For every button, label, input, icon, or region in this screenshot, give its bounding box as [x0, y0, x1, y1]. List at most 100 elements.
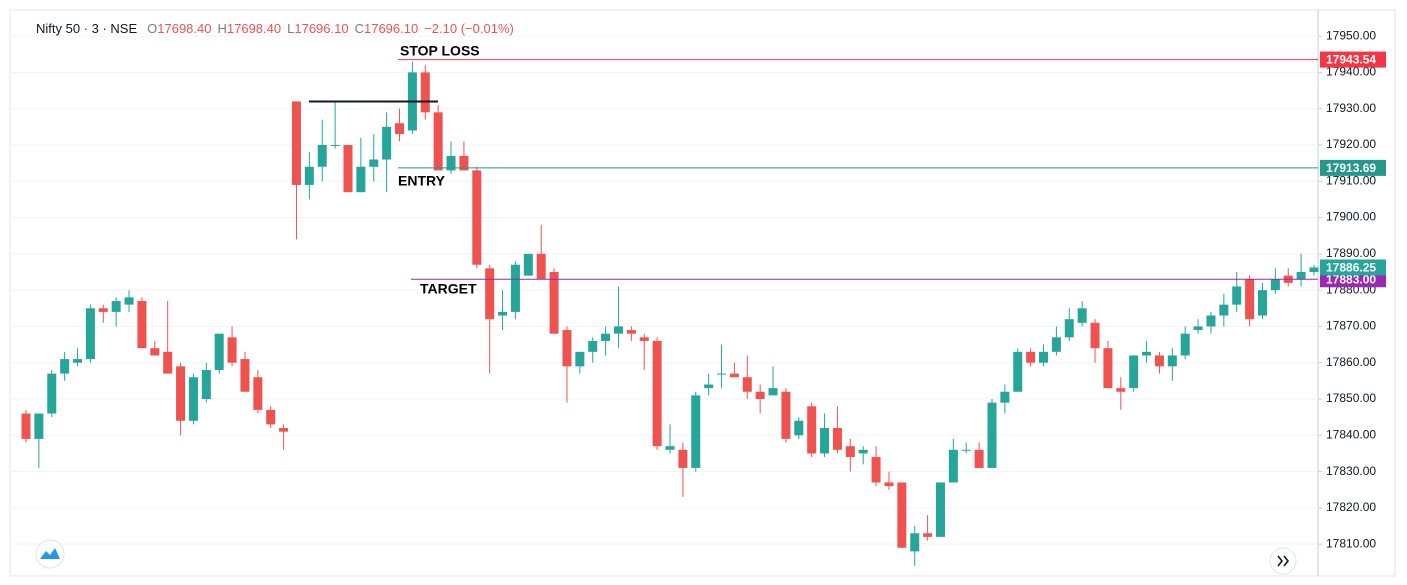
candle-body [897, 482, 907, 548]
candle-body [163, 351, 173, 374]
symbol: Nifty 50 · 3 · NSE [36, 21, 137, 36]
candle-body [1180, 333, 1190, 356]
candle-body [961, 449, 971, 451]
overlay: STOP LOSS 17943.54 ENTRY 17913.69 TARGET 1788… [309, 43, 1386, 297]
scroll-button[interactable] [1269, 547, 1297, 575]
candle-body [549, 271, 559, 334]
candle-body [639, 337, 649, 341]
candle-body [498, 311, 508, 316]
ohlc-key: H [218, 21, 227, 36]
candle-body [845, 446, 855, 458]
candle-body [1142, 351, 1152, 356]
candle-body [1116, 388, 1126, 392]
header: Nifty 50 · 3 · NSE O17698.40 H17698.40 L176… [36, 21, 514, 36]
candle-body [60, 359, 70, 374]
price-label-box [1320, 51, 1386, 68]
candle-body [291, 101, 301, 185]
level-name: ENTRY [398, 173, 446, 189]
y-tick-label: 17810.00 [1326, 536, 1376, 550]
candle-body [1193, 326, 1203, 331]
candle-body [279, 428, 289, 432]
y-tick-label: 17870.00 [1326, 319, 1376, 333]
candle-body [240, 359, 250, 392]
candle-body [446, 155, 456, 171]
candle-body [1013, 351, 1023, 392]
candle-body [910, 533, 920, 552]
candle-body [678, 449, 688, 468]
ohlc-key: C [355, 21, 364, 36]
candle-body [21, 413, 31, 439]
candle-body [1296, 271, 1306, 280]
candle-body [704, 384, 714, 389]
y-tick-label: 17920.00 [1326, 137, 1376, 151]
candle-body [1309, 267, 1319, 272]
ohlc-key: O [147, 21, 157, 36]
candle-body [1090, 322, 1100, 349]
candle-body [781, 391, 791, 439]
candle-body [884, 482, 894, 487]
last-price-label: 17886.25 [1326, 261, 1376, 275]
candle-body [188, 377, 198, 421]
ohlc-value: 17696.10 [364, 21, 418, 36]
candle-body [47, 373, 57, 414]
y-tick-label: 17820.00 [1326, 500, 1376, 514]
candle-body [1077, 308, 1087, 323]
price-label: 17883.00 [1326, 272, 1376, 286]
candle-body [652, 340, 662, 447]
y-tick-label: 17850.00 [1326, 391, 1376, 405]
candle-body [485, 268, 495, 320]
y-tick-label: 17900.00 [1326, 210, 1376, 224]
y-tick-label: 17940.00 [1326, 65, 1376, 79]
candle-body [691, 395, 701, 468]
candle-body [472, 170, 482, 265]
candle-body [601, 333, 611, 341]
candle-body [665, 446, 675, 450]
candle-body [755, 391, 765, 400]
candle-body [304, 166, 314, 185]
last-price-box [1320, 259, 1386, 276]
candle-body [1245, 279, 1255, 320]
ohlc-key: L [287, 21, 294, 36]
candle-body [523, 253, 533, 276]
candle-body [1103, 348, 1113, 389]
candle-body [459, 155, 469, 171]
candle-body [807, 406, 817, 454]
candle-body [832, 428, 842, 450]
candle-body [382, 126, 392, 160]
price-label: 17943.54 [1326, 53, 1376, 67]
level-name: TARGET [420, 281, 477, 297]
candle-body [626, 330, 636, 334]
candle-body [858, 449, 868, 454]
candle-body [948, 449, 958, 483]
ohlc-value: 17698.40 [227, 21, 281, 36]
candle-body [1154, 355, 1164, 367]
candle-body [150, 348, 160, 356]
candle-body [510, 264, 520, 312]
candle-body [111, 301, 121, 312]
candle-body [85, 308, 95, 360]
candle-body [923, 533, 933, 537]
candle-body [1051, 337, 1061, 352]
logo [35, 539, 65, 569]
candle-body [974, 449, 984, 468]
y-tick-label: 17890.00 [1326, 246, 1376, 260]
candle-body [1219, 304, 1229, 316]
candle-body [1026, 351, 1036, 363]
candle-body [935, 482, 945, 537]
price-label-box [1320, 159, 1386, 176]
candle-body [1039, 351, 1049, 363]
y-tick-label: 17910.00 [1326, 173, 1376, 187]
candle-body [369, 159, 379, 167]
candle-body [266, 409, 276, 425]
candle-body [729, 373, 739, 378]
candle-body [356, 166, 366, 193]
candle-body [201, 369, 211, 400]
candle-body [1064, 319, 1074, 338]
candle-body [1000, 391, 1010, 403]
candle-body [73, 359, 83, 363]
candle-body [330, 144, 340, 146]
y-tick-label: 17840.00 [1326, 427, 1376, 441]
y-tick-label: 17830.00 [1326, 464, 1376, 478]
candle-body [871, 457, 881, 483]
